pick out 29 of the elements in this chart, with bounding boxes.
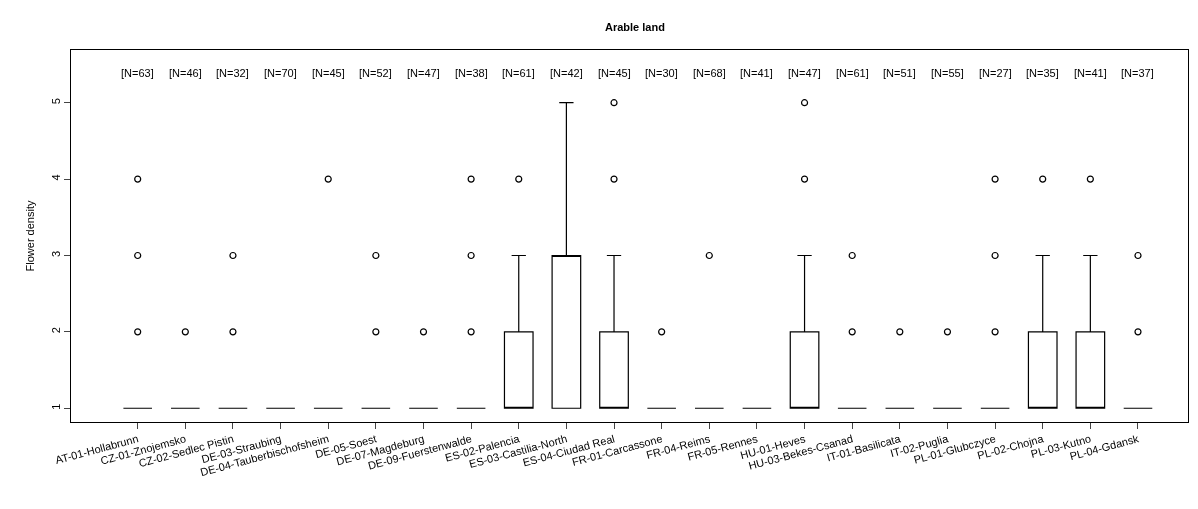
annotation: [N=45] (598, 67, 631, 79)
annotation: [N=61] (836, 67, 869, 79)
y-tick-label: 5 (49, 98, 62, 105)
annotation: [N=41] (740, 67, 773, 79)
annotation: [N=38] (455, 67, 488, 79)
y-tick-label: 3 (49, 250, 62, 257)
annotation: [N=52] (359, 67, 392, 79)
chart-title: Arable land (604, 20, 665, 33)
annotation: [N=55] (931, 67, 964, 79)
annotation: [N=27] (979, 67, 1012, 79)
y-tick-label: 2 (49, 327, 62, 334)
annotation: [N=51] (883, 67, 916, 79)
y-tick-label: 4 (49, 174, 62, 181)
annotation: [N=68] (693, 67, 726, 79)
annotation: [N=47] (788, 67, 821, 79)
annotation: [N=45] (312, 67, 345, 79)
y-tick-label: 1 (49, 403, 62, 410)
annotation: [N=37] (1121, 67, 1154, 79)
annotation: [N=35] (1026, 67, 1059, 79)
annotation: [N=30] (645, 67, 678, 79)
annotation: [N=63] (121, 67, 154, 79)
annotation: [N=32] (216, 67, 249, 79)
annotation: [N=47] (407, 67, 440, 79)
annotation: [N=41] (1074, 67, 1107, 79)
annotation: [N=61] (502, 67, 535, 79)
annotation: [N=70] (264, 67, 297, 79)
y-axis-title: Flower density (24, 200, 37, 272)
annotation: [N=46] (169, 67, 202, 79)
annotation: [N=42] (550, 67, 583, 79)
